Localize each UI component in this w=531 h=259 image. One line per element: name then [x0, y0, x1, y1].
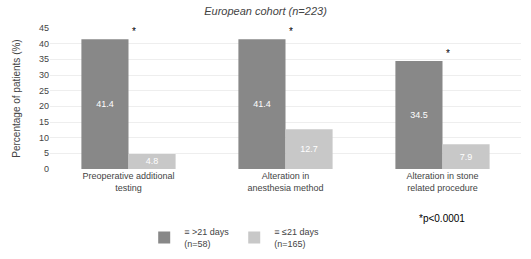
svg-text:Preoperative additionaltesting: Preoperative additionaltesting	[82, 171, 174, 193]
svg-text:4.8: 4.8	[146, 156, 159, 166]
svg-text:30: 30	[39, 70, 49, 80]
svg-text:41.4: 41.4	[96, 99, 114, 109]
svg-text:≡ >21 days(n=58): ≡ >21 days(n=58)	[184, 227, 229, 249]
svg-text:Alteration inanesthesia method: Alteration inanesthesia method	[247, 171, 323, 193]
svg-text:25: 25	[39, 86, 49, 96]
svg-text:12.7: 12.7	[300, 144, 318, 154]
svg-text:0: 0	[44, 164, 49, 174]
svg-text:*: *	[289, 26, 293, 37]
svg-text:10: 10	[39, 133, 49, 143]
svg-text:7.9: 7.9	[460, 152, 473, 162]
svg-text:35: 35	[39, 54, 49, 64]
svg-text:*: *	[132, 26, 136, 37]
svg-text:≡ ≤21 days(n=165): ≡ ≤21 days(n=165)	[274, 227, 319, 249]
svg-text:Alteration in stonerelated pro: Alteration in stonerelated procedure	[406, 171, 478, 193]
svg-text:*: *	[446, 48, 450, 59]
svg-text:Percentage of patients (%): Percentage of patients (%)	[11, 39, 22, 157]
svg-text:45: 45	[39, 23, 49, 33]
svg-text:*p<0.0001: *p<0.0001	[419, 213, 465, 224]
svg-text:41.4: 41.4	[253, 99, 271, 109]
svg-text:34.5: 34.5	[410, 110, 428, 120]
svg-text:40: 40	[39, 39, 49, 49]
svg-text:15: 15	[39, 117, 49, 127]
svg-text:5: 5	[44, 148, 49, 158]
svg-text:European cohort (n=223): European cohort (n=223)	[204, 5, 327, 17]
svg-text:20: 20	[39, 101, 49, 111]
